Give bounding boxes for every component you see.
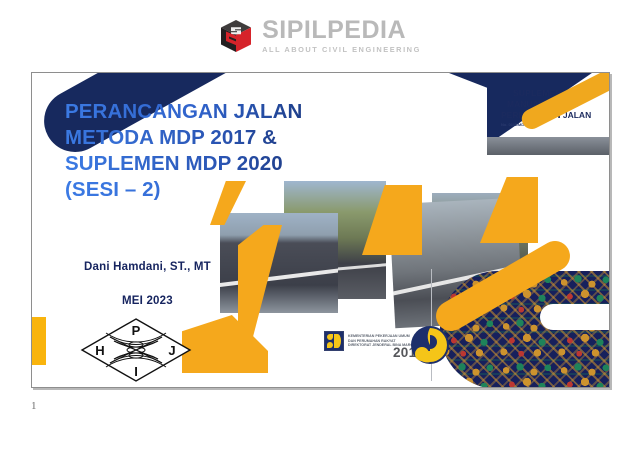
sipilpedia-cube-icon [219, 19, 253, 53]
slide-canvas: SUPLEMEN MANUAL DESAIN PERKERASAN JALAN … [31, 72, 610, 388]
pupr-circle-logo [410, 325, 450, 365]
book-cover-line1: SUPLEMEN [513, 88, 562, 98]
hpji-diamond-logo: P H J I [80, 317, 192, 383]
brand-wordmark: SIPILPEDIA ALL ABOUT CIVIL ENGINEERING [262, 16, 421, 55]
page-number: 1 [31, 400, 37, 412]
author-name: Dani Hamdani, ST., MT [84, 261, 211, 273]
kementerian-pupr-logo: KEMENTERIAN PEKERJAAN UMUM DAN PERUMAHAN… [324, 331, 416, 351]
title-line-4: (SESI – 2) [65, 177, 365, 203]
brand-tagline: ALL ABOUT CIVIL ENGINEERING [262, 45, 421, 55]
vertical-divider [431, 269, 432, 381]
ministry-line2: DAN PERUMAHAN RAKYAT [348, 338, 396, 343]
batik-notch [540, 304, 609, 330]
ministry-emblem-icon [324, 331, 344, 351]
ministry-line3: DIREKTORAT JENDERAL BINA MARGA [348, 343, 416, 348]
brand-name: SIPILPEDIA [262, 16, 407, 45]
book-cover-code: No. 01/S/MDP 2017 [501, 122, 537, 127]
title-line-3: SUPLEMEN MDP 2020 [65, 151, 365, 177]
hpji-letter-j: J [168, 343, 175, 358]
slide-title: PERANCANGAN JALAN METODA MDP 2017 & SUPL… [65, 99, 365, 203]
brand-header: SIPILPEDIA ALL ABOUT CIVIL ENGINEERING [0, 0, 640, 72]
hpji-letter-p: P [132, 323, 141, 338]
orange-accent-tab [32, 317, 46, 365]
title-line-2: METODA MDP 2017 & [65, 125, 365, 151]
title-line-1: PERANCANGAN JALAN [65, 99, 365, 125]
hpji-letter-i: I [134, 364, 138, 379]
book-cover-image: SUPLEMEN MANUAL DESAIN PERKERASAN JALAN … [487, 73, 609, 155]
presentation-date: MEI 2023 [122, 295, 173, 307]
ministry-line1: KEMENTERIAN PEKERJAAN UMUM [348, 334, 410, 339]
hpji-letter-h: H [95, 343, 104, 358]
